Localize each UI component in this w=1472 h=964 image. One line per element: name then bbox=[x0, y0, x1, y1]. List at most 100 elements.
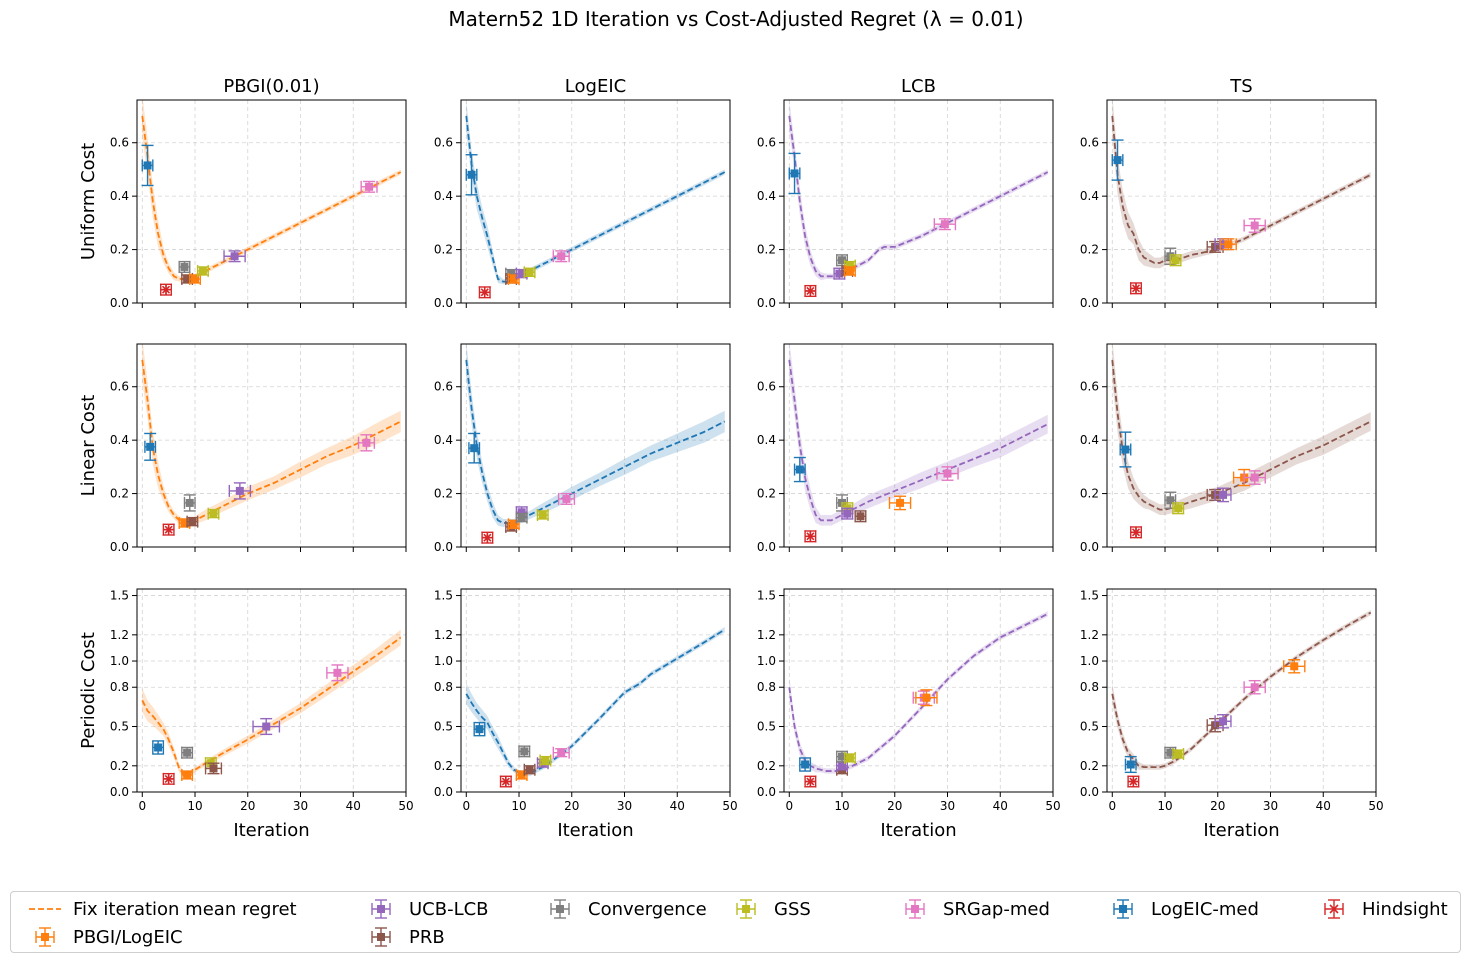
confidence-band bbox=[789, 344, 1048, 526]
point-logeic-med bbox=[473, 721, 486, 737]
y-tick-label: 0.8 bbox=[1080, 680, 1099, 694]
x-tick-label: 50 bbox=[722, 799, 737, 813]
point-marker bbox=[1224, 240, 1233, 249]
point-convergence bbox=[1164, 491, 1177, 509]
point-ucb-lcb bbox=[223, 250, 246, 263]
point-ucb-lcb bbox=[1214, 487, 1232, 503]
x-tick-label: 50 bbox=[1045, 799, 1060, 813]
point-prb bbox=[186, 515, 199, 528]
point-marker bbox=[517, 513, 526, 522]
y-tick-label: 0.2 bbox=[1080, 243, 1099, 257]
point-marker bbox=[185, 498, 194, 507]
point-ucb-lcb bbox=[228, 482, 252, 500]
legend-label: LogEIC-med bbox=[1151, 899, 1259, 920]
y-tick-label: 0.2 bbox=[434, 243, 453, 257]
plot-area bbox=[1111, 344, 1372, 539]
x-tick-label: 30 bbox=[293, 799, 308, 813]
point-marker bbox=[835, 269, 844, 278]
y-tick-label: 0.4 bbox=[434, 189, 453, 203]
point-marker bbox=[509, 274, 518, 283]
point-marker bbox=[1126, 760, 1135, 769]
confidence-band bbox=[1112, 344, 1371, 515]
point-gss bbox=[1169, 254, 1182, 267]
point-gss bbox=[539, 754, 552, 767]
point-convergence bbox=[178, 260, 191, 273]
y-tick-label: 0.4 bbox=[110, 433, 129, 447]
point-gss bbox=[1172, 502, 1185, 515]
point-marker bbox=[180, 518, 189, 527]
y-tick-label: 0.2 bbox=[110, 243, 129, 257]
point-marker bbox=[235, 486, 244, 495]
x-tick-label: 20 bbox=[1210, 799, 1225, 813]
point-hindsight bbox=[499, 775, 512, 788]
point-marker bbox=[509, 520, 518, 529]
point-logeic-med bbox=[788, 152, 801, 195]
point-marker bbox=[856, 512, 865, 521]
point-marker bbox=[209, 764, 218, 773]
point-marker bbox=[183, 770, 192, 779]
column-title: LCB bbox=[901, 76, 936, 97]
axes-frame bbox=[1106, 588, 1377, 793]
point-marker bbox=[790, 169, 799, 178]
row-label: Linear Cost bbox=[78, 395, 99, 497]
axes-frame bbox=[783, 343, 1054, 548]
point-marker bbox=[154, 743, 163, 752]
y-tick-label: 1.2 bbox=[434, 628, 453, 642]
confidence-band bbox=[142, 100, 401, 282]
point-srgap-med bbox=[360, 180, 378, 193]
y-tick-label: 0.8 bbox=[110, 680, 129, 694]
point-hindsight bbox=[804, 530, 817, 543]
axes-frame bbox=[136, 588, 407, 793]
legend-label: PBGI/LogEIC bbox=[73, 927, 183, 948]
hindsight-star bbox=[1131, 528, 1141, 537]
point-ucb-lcb bbox=[252, 717, 281, 736]
point-marker bbox=[843, 509, 852, 518]
point-marker bbox=[1290, 662, 1299, 671]
y-tick-label: 0.0 bbox=[434, 785, 453, 799]
hindsight-star bbox=[1131, 284, 1141, 293]
point-prb bbox=[204, 762, 223, 775]
plot-area bbox=[141, 100, 402, 296]
mean-regret-line bbox=[1111, 611, 1372, 769]
axes-frame bbox=[783, 588, 1054, 793]
point-logeic-med bbox=[793, 456, 806, 483]
point-marker bbox=[230, 252, 239, 261]
x-tick-label: 30 bbox=[617, 799, 632, 813]
hindsight-star bbox=[806, 777, 815, 786]
subplot-r2c1: 0 10 20 30 40 50 0.0 0.2 0.5 0.8 1.0 1.2 1.5 Iteratio… bbox=[434, 588, 738, 841]
legend-entry-gss: GSS bbox=[736, 899, 811, 920]
point-srgap-med bbox=[552, 746, 570, 759]
x-tick-label: 10 bbox=[1157, 799, 1172, 813]
axes-frame bbox=[460, 588, 731, 793]
point-hindsight bbox=[478, 286, 491, 299]
x-tick-label: 20 bbox=[564, 799, 579, 813]
point-marker bbox=[838, 256, 847, 265]
point-hindsight bbox=[162, 523, 175, 536]
hindsight-star bbox=[480, 288, 489, 297]
confidence-band bbox=[789, 100, 1048, 281]
point-marker bbox=[209, 509, 218, 518]
point-pbgi-logeic bbox=[888, 495, 912, 511]
legend-marker bbox=[1119, 905, 1127, 913]
point-hindsight bbox=[1130, 282, 1143, 295]
subplot-r0c0: 0.0 0.2 0.4 0.6 PBGI(0.01) Uniform Cost bbox=[78, 76, 407, 310]
legend-entry-pbgi-logeic: PBGI/LogEIC bbox=[35, 927, 183, 948]
legend-label: SRGap-med bbox=[943, 899, 1050, 920]
point-logeic-med bbox=[144, 432, 157, 461]
point-marker bbox=[845, 261, 854, 270]
y-tick-label: 0.4 bbox=[1080, 189, 1099, 203]
y-tick-label: 1.5 bbox=[110, 589, 129, 603]
y-tick-label: 0.2 bbox=[1080, 487, 1099, 501]
column-title: PBGI(0.01) bbox=[223, 76, 319, 97]
point-marker bbox=[1250, 683, 1259, 692]
subplot-r2c0: 0 10 20 30 40 50 0.0 0.2 0.5 0.8 1.0 1.2 1.5 Periodic… bbox=[78, 588, 414, 841]
point-marker bbox=[517, 770, 526, 779]
y-tick-label: 0.5 bbox=[434, 720, 453, 734]
point-marker bbox=[1121, 445, 1130, 454]
mean-regret-line bbox=[788, 359, 1049, 522]
x-tick-label: 10 bbox=[511, 799, 526, 813]
point-marker bbox=[1250, 221, 1259, 230]
y-tick-label: 0.0 bbox=[434, 296, 453, 310]
point-marker bbox=[362, 438, 371, 447]
point-marker bbox=[562, 494, 571, 503]
